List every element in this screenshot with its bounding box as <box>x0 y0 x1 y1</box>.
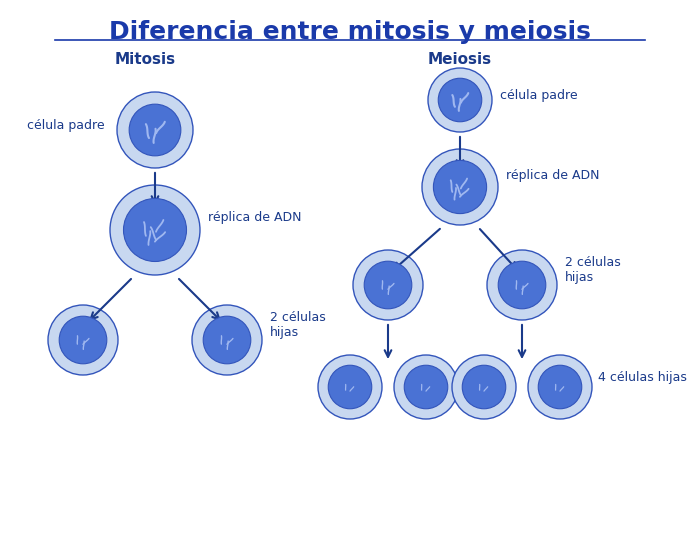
Circle shape <box>110 185 200 275</box>
Circle shape <box>428 68 492 132</box>
Circle shape <box>123 198 186 262</box>
Circle shape <box>117 92 193 168</box>
Circle shape <box>498 261 546 309</box>
Text: Mitosis: Mitosis <box>114 52 176 67</box>
Circle shape <box>364 261 412 309</box>
Circle shape <box>438 78 482 122</box>
Circle shape <box>353 250 423 320</box>
Circle shape <box>192 305 262 375</box>
Text: 2 células
hijas: 2 células hijas <box>270 311 326 339</box>
Circle shape <box>452 355 516 419</box>
Circle shape <box>60 316 107 364</box>
Circle shape <box>422 149 498 225</box>
Text: Meiosis: Meiosis <box>428 52 492 67</box>
Circle shape <box>528 355 592 419</box>
Circle shape <box>48 305 118 375</box>
Text: célula padre: célula padre <box>27 118 105 132</box>
Text: 2 células
hijas: 2 células hijas <box>565 256 621 284</box>
Circle shape <box>130 104 181 156</box>
Circle shape <box>203 316 251 364</box>
Circle shape <box>318 355 382 419</box>
Circle shape <box>538 365 582 409</box>
Text: réplica de ADN: réplica de ADN <box>506 169 599 181</box>
Circle shape <box>394 355 458 419</box>
Circle shape <box>462 365 506 409</box>
Circle shape <box>328 365 372 409</box>
Circle shape <box>487 250 557 320</box>
Text: réplica de ADN: réplica de ADN <box>208 211 302 225</box>
Text: célula padre: célula padre <box>500 88 578 102</box>
Text: Diferencia entre mitosis y meiosis: Diferencia entre mitosis y meiosis <box>109 20 591 44</box>
Text: 4 células hijas: 4 células hijas <box>598 371 687 384</box>
Circle shape <box>433 160 486 213</box>
Circle shape <box>404 365 448 409</box>
